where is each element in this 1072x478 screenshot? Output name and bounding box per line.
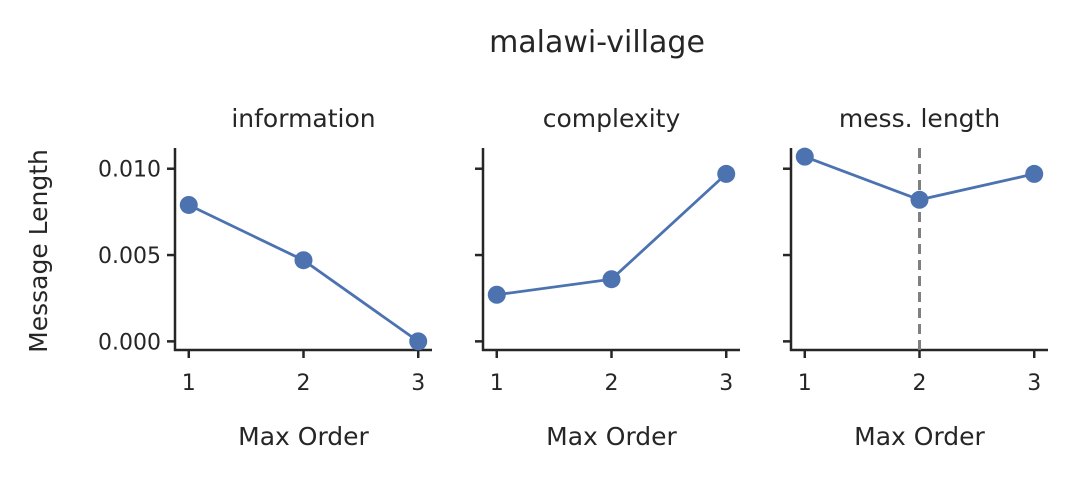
data-point [717,164,736,183]
x-tick-label: 2 [605,371,619,396]
x-tick-label: 3 [1027,371,1041,396]
data-point [409,332,428,351]
y-tick-label: 0.005 [98,244,161,269]
data-point [795,147,814,166]
x-axis-label: Max Order [854,422,985,451]
panel-title: mess. length [839,104,1000,133]
data-point [179,195,198,214]
panel-3: mess. length 1 2 3 Max Order [783,104,1048,451]
data-point [602,270,621,289]
data-point [487,285,506,304]
x-tick-label: 1 [798,371,812,396]
x-tick-label: 2 [297,371,311,396]
x-tick-label: 3 [411,371,425,396]
panel-2: complexity 1 2 3 Max Order [475,104,740,451]
panel-1: information 0.000 0.005 0.010 1 2 3 Max Order [98,104,432,451]
x-tick-label: 1 [490,371,504,396]
x-axis-label: Max Order [238,422,369,451]
data-point [294,251,313,270]
y-axis-label: Message Length [24,149,53,353]
panel-title: complexity [543,104,681,133]
y-tick-label: 0.010 [98,158,161,183]
series-line [188,203,420,343]
x-tick-label: 3 [719,371,733,396]
data-point [910,190,929,209]
x-tick-label: 2 [913,371,927,396]
figure-title: malawi-village [489,25,705,60]
y-tick-label: 0.000 [98,330,161,355]
panel-title: information [231,104,375,133]
x-axis-label: Max Order [546,422,677,451]
x-tick-label: 1 [182,371,196,396]
data-point [1025,164,1044,183]
